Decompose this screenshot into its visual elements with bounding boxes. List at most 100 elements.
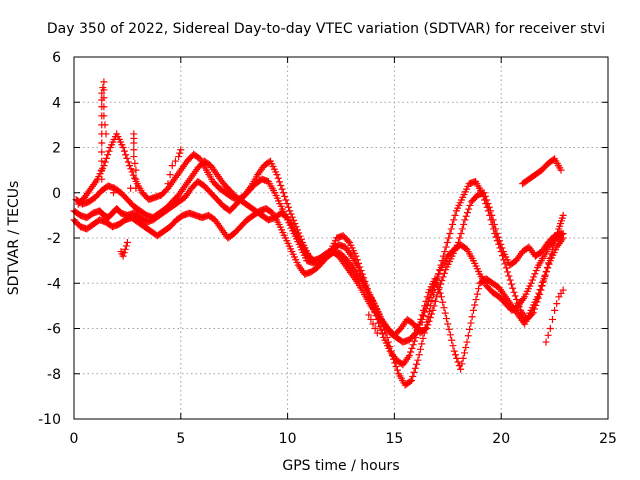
data-point — [410, 337, 418, 345]
data-point — [532, 267, 540, 275]
data-point — [435, 286, 443, 294]
data-point — [498, 244, 506, 252]
data-point — [439, 298, 447, 306]
data-point — [122, 151, 130, 159]
data-point — [437, 261, 445, 269]
data-point — [546, 325, 554, 332]
data-point — [439, 273, 447, 281]
data-point — [545, 260, 553, 268]
data-point — [415, 351, 423, 359]
data-point — [281, 192, 289, 200]
data-point — [273, 171, 281, 179]
data-point — [413, 329, 421, 337]
data-point — [436, 266, 444, 274]
data-point — [373, 329, 381, 337]
data-point — [414, 325, 422, 332]
data-point — [372, 312, 380, 320]
data-point — [425, 317, 433, 325]
data-point — [461, 216, 469, 224]
data-point — [360, 279, 368, 287]
data-point — [542, 338, 550, 346]
data-point — [164, 180, 172, 188]
y-tick-label: 0 — [52, 186, 61, 202]
data-point — [411, 364, 419, 372]
data-point — [551, 306, 559, 314]
data-point — [462, 344, 470, 352]
data-point — [286, 207, 294, 215]
data-point — [487, 207, 495, 215]
data-point — [130, 153, 138, 161]
data-point — [436, 289, 444, 297]
data-point — [559, 286, 567, 294]
data-point — [504, 268, 512, 276]
data-point — [454, 358, 462, 366]
y-tick-label: 6 — [52, 50, 61, 66]
data-point — [530, 273, 538, 281]
data-point — [166, 171, 174, 179]
data-point — [176, 149, 184, 157]
data-point — [100, 103, 108, 111]
data-point — [127, 165, 135, 173]
data-point — [513, 296, 521, 304]
data-point — [120, 249, 128, 257]
data-point — [409, 372, 417, 380]
data-point — [407, 377, 415, 385]
axes: 0 5 10 15 20 25 -10 -8 -6 -4 -2 0 2 4 6 — [38, 50, 617, 447]
data-point — [449, 342, 457, 350]
data-point — [410, 368, 418, 376]
data-point — [421, 325, 429, 333]
data-point — [406, 377, 414, 385]
data-point — [441, 309, 449, 317]
data-point — [375, 319, 383, 327]
data-point — [369, 320, 377, 328]
data-point — [536, 286, 544, 294]
data-point — [126, 162, 134, 170]
data-point — [369, 305, 377, 313]
data-point — [382, 329, 390, 337]
data-point — [537, 282, 545, 290]
data-point — [434, 270, 442, 278]
data-point — [509, 284, 517, 292]
data-point — [278, 185, 286, 193]
data-point — [123, 154, 131, 162]
x-tick-label: 10 — [279, 431, 297, 447]
data-point — [445, 234, 453, 242]
data-point — [440, 252, 448, 260]
data-point — [132, 175, 140, 183]
data-point — [422, 297, 430, 305]
y-tick-label: -2 — [47, 231, 61, 247]
data-point — [495, 237, 503, 245]
data-point — [446, 229, 454, 237]
data-point — [274, 174, 282, 182]
data-point — [466, 325, 474, 333]
data-point — [460, 349, 468, 357]
data-point — [365, 311, 373, 319]
data-point — [101, 121, 109, 129]
data-point — [457, 229, 465, 237]
data-point — [282, 196, 290, 204]
y-tick-label: -10 — [38, 412, 61, 428]
x-tick-label: 20 — [492, 431, 510, 447]
x-tick-label: 5 — [176, 431, 185, 447]
data-point — [131, 159, 139, 167]
data-point — [457, 365, 465, 373]
series-track-d — [72, 157, 567, 373]
data-point — [515, 303, 523, 311]
plot-frame — [73, 56, 609, 420]
data-point — [463, 209, 471, 217]
data-point — [492, 225, 500, 233]
data-point — [357, 270, 365, 278]
data-point — [432, 278, 440, 286]
data-point — [132, 184, 140, 192]
data-point — [473, 290, 481, 298]
data-point — [450, 347, 458, 355]
data-point — [123, 239, 131, 247]
y-tick-label: 2 — [52, 141, 61, 157]
data-point — [102, 130, 110, 138]
data-point — [407, 348, 415, 356]
data-point — [490, 220, 498, 228]
data-point — [514, 299, 522, 307]
data-point — [359, 276, 367, 284]
data-point — [437, 293, 445, 301]
data-point — [469, 306, 477, 314]
